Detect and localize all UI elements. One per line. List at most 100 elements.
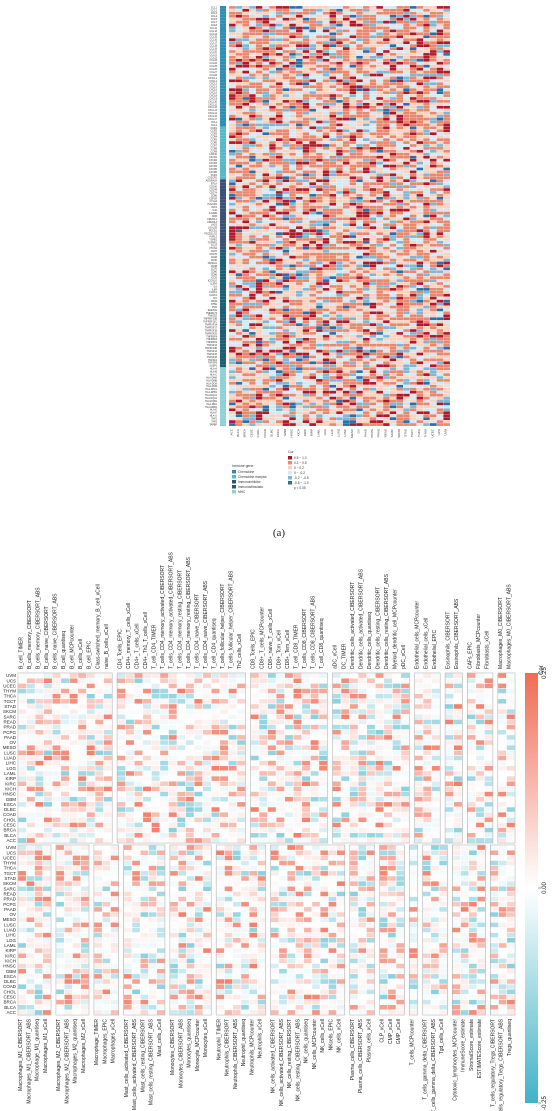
heatmap-cell	[403, 299, 410, 303]
heatmap-cell	[436, 38, 444, 42]
heatmap-cell	[235, 249, 243, 253]
heatmap-cell	[295, 76, 303, 80]
heatmap-cell	[376, 267, 384, 271]
heatmap-cell	[322, 317, 330, 321]
heatmap-cell	[269, 211, 276, 215]
heatmap-cell	[255, 399, 263, 403]
heatmap-cell	[342, 138, 350, 142]
heatmap-cell	[329, 352, 337, 356]
heatmap-cell	[275, 396, 283, 400]
heatmap-cell	[302, 320, 310, 324]
heatmap-cell	[409, 155, 417, 159]
row-label: CD160	[210, 186, 218, 189]
heatmap-cell	[436, 52, 444, 57]
row-category-swatch	[220, 267, 226, 271]
heatmap-cell	[302, 79, 310, 83]
heatmap-cell	[262, 146, 270, 150]
heatmap-cell	[275, 417, 283, 421]
heatmap-cell	[429, 155, 437, 159]
row-category-swatch	[220, 23, 226, 27]
heatmap-cell	[382, 308, 390, 312]
heatmap-cell	[409, 176, 417, 180]
heatmap-cell	[443, 355, 451, 359]
heatmap-cell	[429, 358, 437, 362]
heatmap-cell	[423, 205, 430, 209]
heatmap-cell	[262, 334, 270, 338]
heatmap-cell	[349, 293, 357, 297]
heatmap-cell	[423, 337, 430, 341]
heatmap-cell	[309, 349, 317, 353]
heatmap-cell	[376, 264, 384, 268]
heatmap-cell	[369, 196, 377, 200]
heatmap-cell	[315, 170, 323, 174]
heatmap-cell	[336, 143, 343, 148]
heatmap-cell	[302, 329, 310, 333]
heatmap-cell	[228, 123, 236, 127]
heatmap-cell	[322, 35, 330, 39]
heatmap-cell	[309, 346, 317, 350]
heatmap-cell	[362, 105, 370, 109]
heatmap-cell	[409, 164, 417, 168]
heatmap-cell	[443, 267, 451, 271]
heatmap-cell	[322, 402, 330, 406]
heatmap-cell	[382, 114, 390, 118]
heatmap-cell	[302, 240, 310, 244]
heatmap-cell	[342, 279, 350, 283]
heatmap-cell	[249, 79, 256, 83]
heatmap-cell	[409, 326, 417, 330]
heatmap-cell	[382, 408, 390, 412]
heatmap-cell	[295, 138, 303, 142]
heatmap-cell	[362, 111, 370, 115]
heatmap-cell	[403, 279, 410, 283]
heatmap-cell	[382, 105, 390, 109]
heatmap-cell	[443, 331, 451, 336]
heatmap-cell	[416, 190, 424, 195]
heatmap-cell	[235, 120, 243, 124]
heatmap-cell	[322, 14, 330, 18]
row-label: CCL11	[210, 27, 218, 30]
heatmap-cell	[309, 20, 317, 24]
heatmap-cell	[356, 41, 364, 45]
heatmap-cell	[282, 287, 290, 291]
heatmap-cell	[409, 8, 417, 12]
heatmap-cell	[369, 261, 377, 265]
heatmap-cell	[289, 223, 297, 227]
heatmap-cell	[315, 414, 323, 418]
heatmap-cell	[295, 114, 303, 118]
heatmap-cell	[322, 138, 330, 142]
heatmap-cell	[362, 26, 370, 30]
heatmap-cell	[282, 26, 290, 30]
heatmap-cell	[436, 417, 444, 421]
heatmap-cell	[416, 126, 424, 130]
heatmap-cell	[322, 405, 330, 409]
heatmap-cell	[322, 188, 330, 192]
heatmap-cell	[289, 352, 297, 356]
heatmap-cell	[349, 185, 357, 189]
heatmap-cell	[242, 111, 250, 115]
heatmap-cell	[403, 185, 410, 189]
heatmap-cell	[242, 5, 250, 10]
heatmap-cell	[356, 390, 364, 394]
heatmap-cell	[255, 111, 263, 115]
heatmap-cell	[349, 64, 357, 68]
heatmap-cell	[336, 370, 343, 374]
heatmap-cell	[235, 273, 243, 277]
heatmap-cell	[255, 320, 263, 324]
heatmap-cell	[235, 299, 243, 303]
heatmap-cell	[255, 252, 263, 256]
heatmap-cell	[349, 111, 357, 115]
heatmap-cell	[436, 352, 444, 356]
heatmap-cell	[329, 267, 337, 271]
heatmap-cell	[302, 375, 310, 380]
heatmap-cell	[228, 405, 236, 409]
heatmap-cell	[228, 417, 236, 421]
heatmap-cell	[376, 361, 384, 365]
heatmap-cell	[242, 290, 250, 294]
heatmap-cell	[329, 132, 337, 136]
heatmap-cell	[289, 126, 297, 130]
heatmap-cell	[389, 375, 397, 380]
heatmap-cell	[396, 185, 404, 189]
heatmap-cell	[228, 105, 236, 109]
heatmap-cell	[255, 375, 263, 380]
heatmap-cell	[409, 117, 417, 121]
